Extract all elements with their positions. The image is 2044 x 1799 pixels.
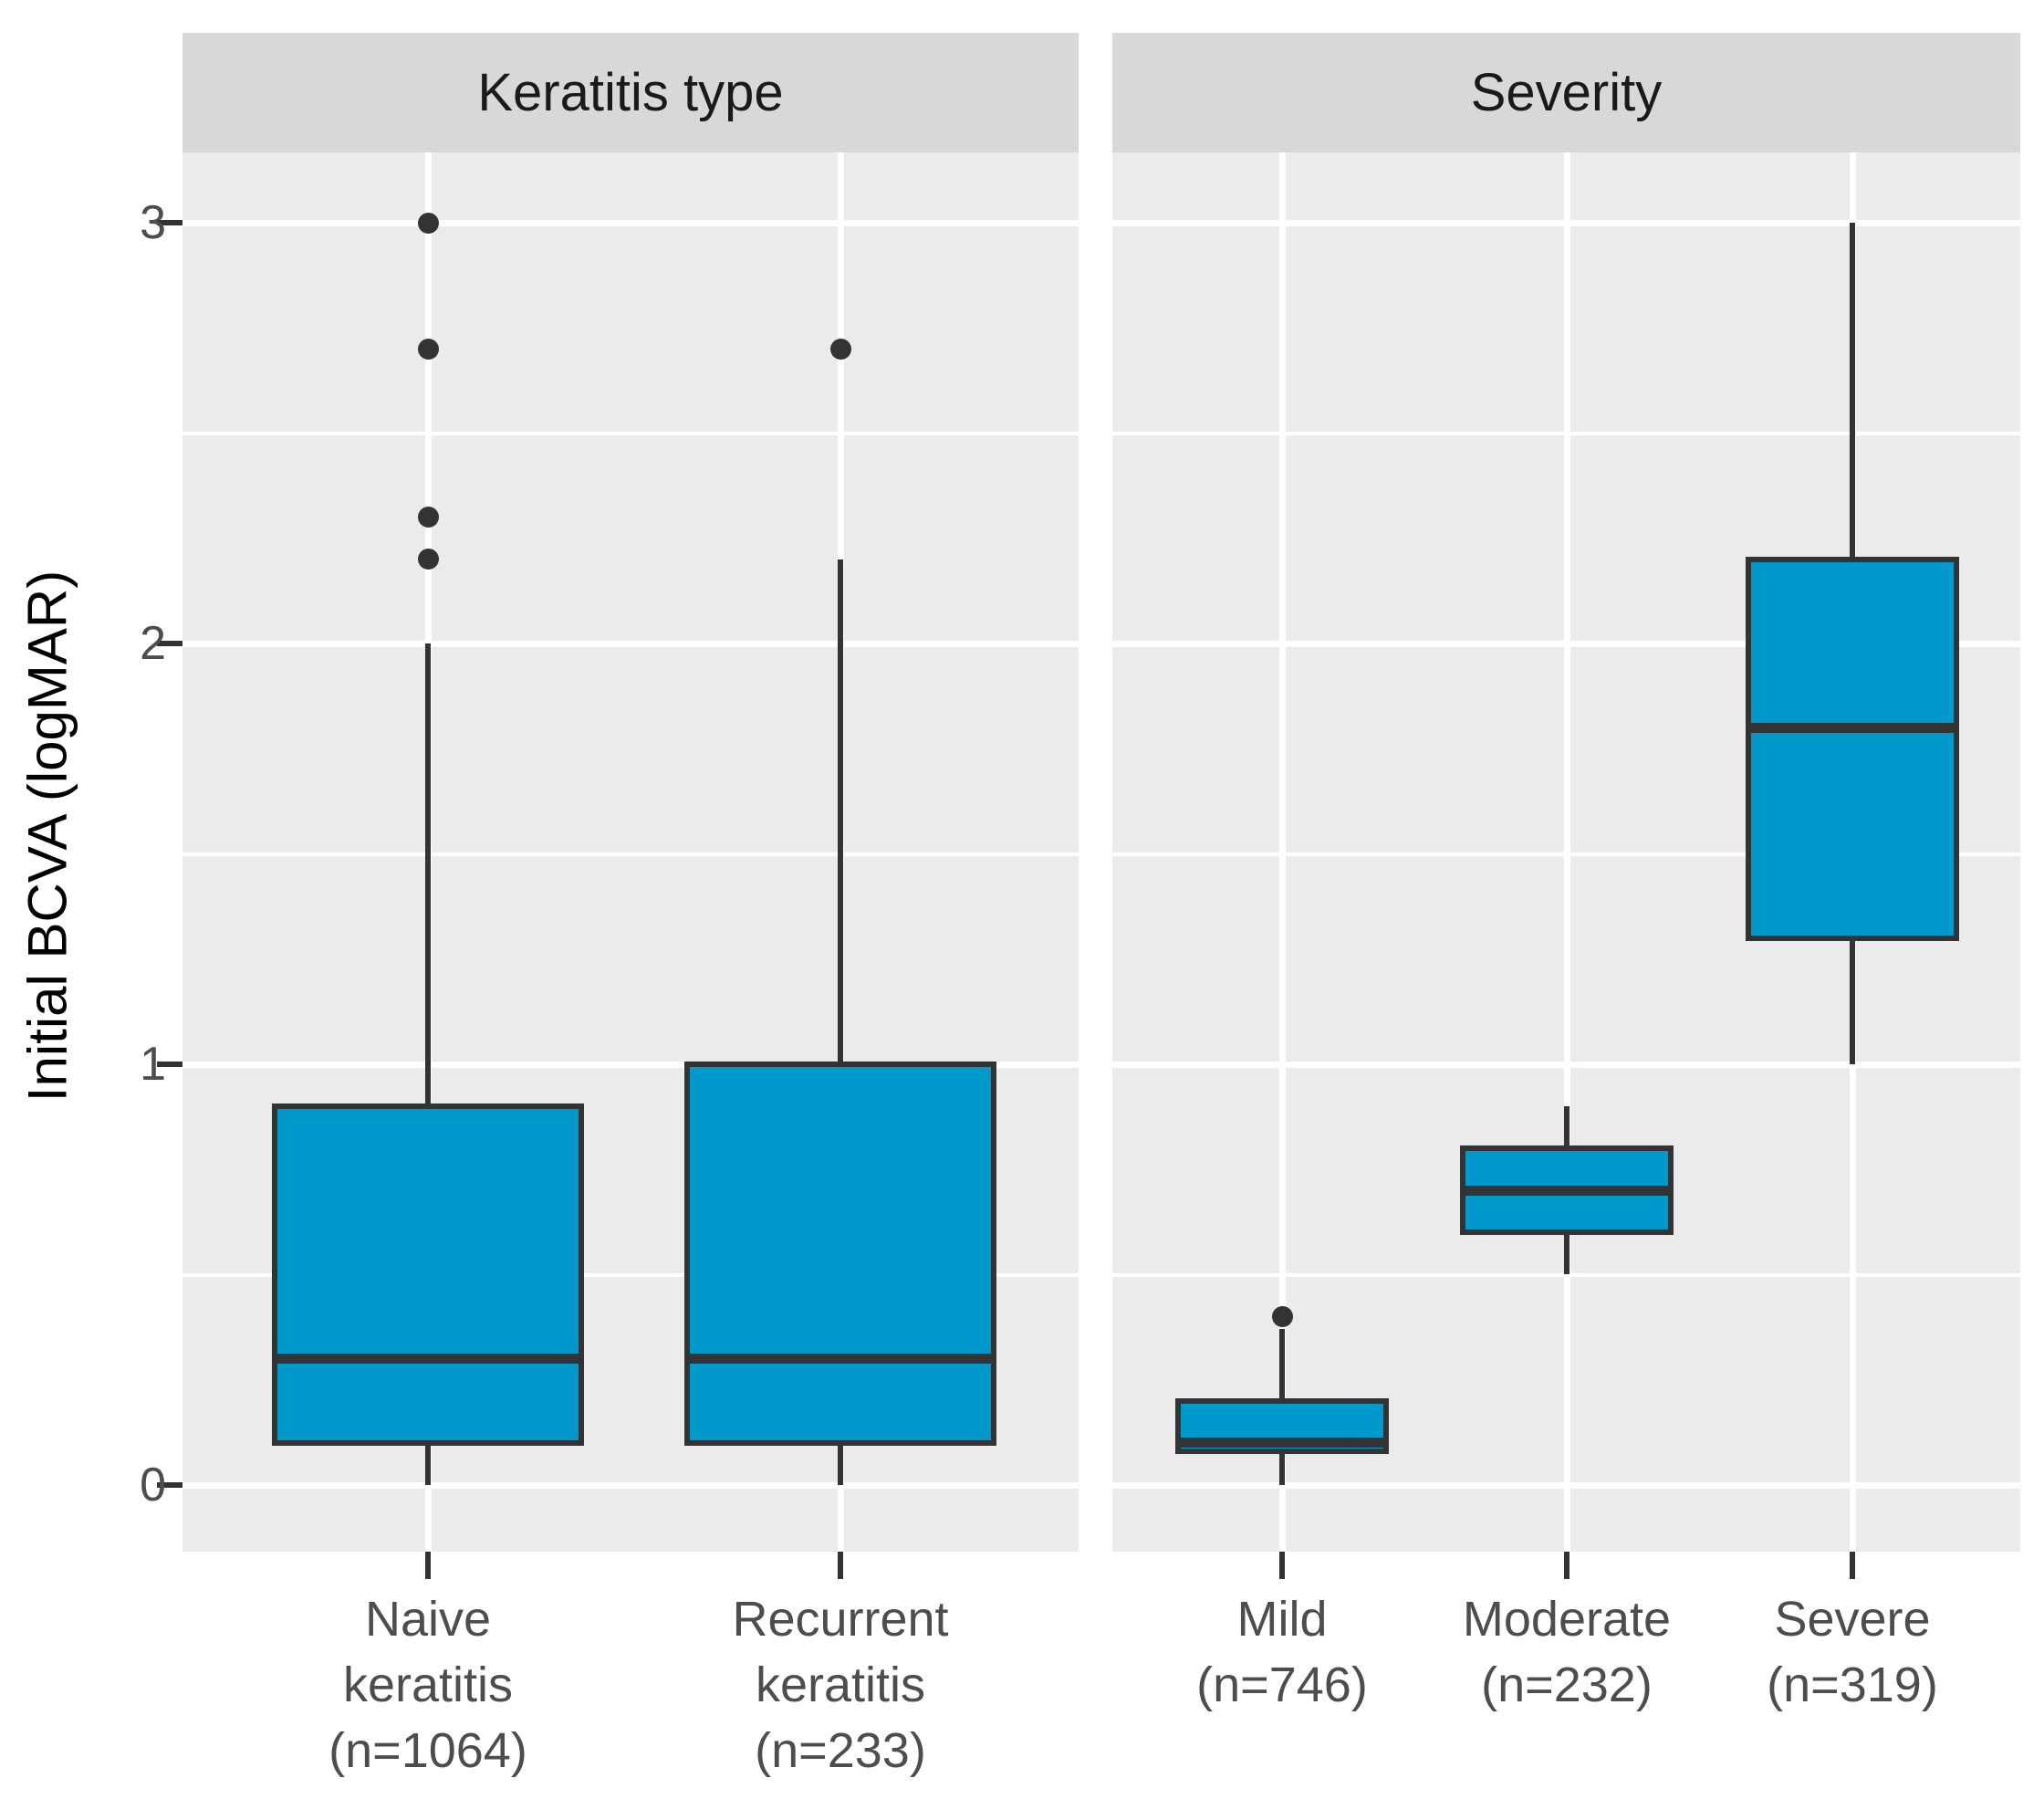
- x-tick-mark: [1850, 1552, 1855, 1579]
- x-category-label-line: (n=233): [755, 1723, 926, 1778]
- x-category-label-line: (n=232): [1481, 1658, 1653, 1712]
- outlier-point: [417, 338, 439, 360]
- major-gridline: [182, 1061, 1079, 1068]
- y-tick-mark: [157, 220, 182, 225]
- major-gridline: [182, 640, 1079, 647]
- y-tick-label: 2: [140, 617, 166, 670]
- outlier-point: [1271, 1306, 1293, 1328]
- median-line: [684, 1354, 996, 1365]
- panel-keratitis-type: [182, 152, 1079, 1552]
- major-gridline: [182, 1481, 1079, 1489]
- y-tick-mark: [157, 1062, 182, 1067]
- facet-strip-label: Keratitis type: [477, 63, 784, 122]
- x-tick-mark: [838, 1552, 843, 1579]
- y-tick-label: 0: [140, 1459, 166, 1511]
- box-iqr: [1746, 556, 1959, 941]
- minor-gridline: [182, 1272, 1079, 1277]
- whisker-line: [838, 559, 843, 1485]
- outlier-point: [417, 212, 439, 234]
- median-line: [1746, 722, 1959, 733]
- facet-strip-label: Severity: [1470, 63, 1663, 122]
- y-tick-label: 1: [140, 1038, 166, 1091]
- facet-strip-keratitis-type: Keratitis type: [182, 33, 1079, 152]
- outlier-point: [417, 549, 439, 570]
- category-gridline: [1278, 152, 1286, 1552]
- x-category-label-line: (n=319): [1767, 1658, 1938, 1712]
- x-category-label: Moderate (n=232): [1339, 1586, 1795, 1718]
- x-category-label-line: Moderate: [1462, 1592, 1672, 1647]
- x-category-label: Recurrent keratitis (n=233): [612, 1586, 1069, 1783]
- x-category-label-line: (n=1064): [328, 1723, 527, 1778]
- minor-gridline: [182, 431, 1079, 435]
- x-category-label-line: Severe: [1774, 1592, 1931, 1647]
- x-category-label-line: (n=746): [1196, 1658, 1368, 1712]
- y-tick-mark: [157, 641, 182, 646]
- x-category-label-line: Naive: [364, 1592, 492, 1647]
- y-tick-label: 3: [140, 196, 166, 249]
- x-category-label: Naive keratitis (n=1064): [200, 1586, 656, 1783]
- x-category-label-line: keratitis: [755, 1658, 926, 1712]
- x-category-label-line: Mild: [1236, 1592, 1328, 1647]
- outlier-point: [417, 507, 439, 528]
- x-category-label-line: Recurrent: [732, 1592, 949, 1647]
- whisker-line: [425, 643, 431, 1485]
- median-line: [1175, 1438, 1389, 1449]
- facet-strip-severity: Severity: [1112, 33, 2020, 152]
- x-category-label: Severe (n=319): [1624, 1586, 2044, 1718]
- minor-gridline: [182, 852, 1079, 856]
- box-iqr: [684, 1062, 996, 1446]
- major-gridline: [182, 219, 1079, 226]
- median-line: [1460, 1185, 1674, 1196]
- box-iqr: [272, 1103, 584, 1446]
- outlier-point: [829, 338, 851, 360]
- y-tick-mark: [157, 1482, 182, 1488]
- x-tick-mark: [1279, 1552, 1285, 1579]
- x-tick-mark: [425, 1552, 431, 1579]
- category-gridline: [1563, 152, 1570, 1552]
- panel-severity: [1112, 152, 2020, 1552]
- x-category-label: Mild (n=746): [1054, 1586, 1510, 1718]
- x-tick-mark: [1564, 1552, 1570, 1579]
- median-line: [272, 1354, 584, 1365]
- x-category-label-line: keratitis: [342, 1658, 514, 1712]
